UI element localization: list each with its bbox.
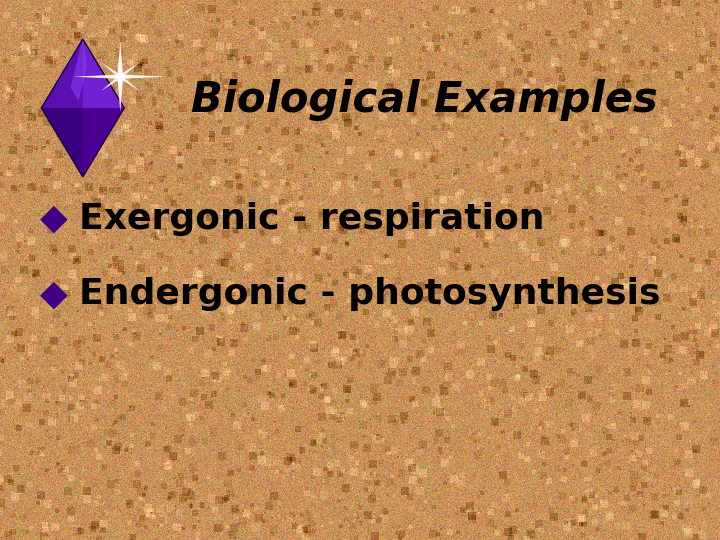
Polygon shape [119,76,140,91]
Text: Endergonic - photosynthesis: Endergonic - photosynthesis [79,278,661,311]
Text: Biological Examples: Biological Examples [191,79,657,121]
Polygon shape [101,76,122,91]
Polygon shape [83,108,125,177]
Polygon shape [117,77,123,112]
Polygon shape [73,75,120,79]
Text: ◆: ◆ [40,202,68,235]
Text: Exergonic - respiration: Exergonic - respiration [79,202,545,235]
Polygon shape [42,39,125,177]
Polygon shape [71,39,87,101]
Polygon shape [120,75,167,79]
Polygon shape [117,42,123,77]
Polygon shape [119,62,140,78]
Polygon shape [42,108,83,177]
Polygon shape [83,39,125,108]
Text: ◆: ◆ [40,278,68,311]
Polygon shape [101,62,122,78]
Polygon shape [42,39,83,108]
